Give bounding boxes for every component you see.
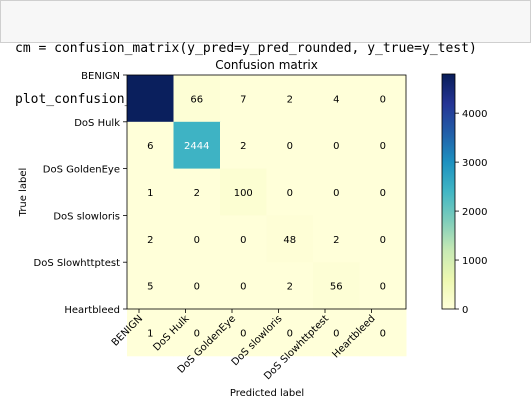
cell-value-label: 0 <box>380 94 386 105</box>
cell-value-label: 0 <box>194 235 200 246</box>
colorbar-tick-label: 3000 <box>462 158 487 169</box>
colorbar-tick-label: 1000 <box>462 256 487 267</box>
heatmap-cell <box>127 75 174 123</box>
heatmap-cell <box>266 121 314 170</box>
y-tick-label: DoS Slowhttptest <box>34 258 121 269</box>
heatmap-cell <box>220 262 267 310</box>
heatmap-cell <box>266 309 314 357</box>
cell-value-label: 2 <box>333 235 339 246</box>
cell-value-label: 48 <box>283 235 296 246</box>
cell-value-label: 2 <box>147 235 153 246</box>
heatmap-cell <box>359 215 407 263</box>
cell-value-label: 0 <box>240 282 246 293</box>
heatmap-cell <box>173 168 221 216</box>
heatmap-cell <box>359 309 407 357</box>
heatmap-cell <box>173 75 221 123</box>
cell-value-label: 0 <box>240 235 246 246</box>
cell-value-label: 0 <box>380 141 386 152</box>
cell-value-label: 4 <box>333 94 339 105</box>
y-tick-label: DoS GoldenEye <box>43 165 120 176</box>
heatmap-cell <box>313 309 360 357</box>
code-line-1: cm = confusion_matrix(y_pred=y_pred_roun… <box>15 41 477 56</box>
heatmap-cell <box>313 121 360 170</box>
cell-value-label: 0 <box>380 188 386 199</box>
heatmap-cell <box>266 262 314 310</box>
cell-value-label: 0 <box>333 328 339 339</box>
code-cell[interactable]: cm = confusion_matrix(y_pred=y_pred_roun… <box>0 0 531 107</box>
heatmap-cell <box>127 215 174 263</box>
cell-value-label: 1 <box>147 328 153 339</box>
cell-value-label: 2 <box>287 282 293 293</box>
heatmap-cell <box>313 215 360 263</box>
colorbar-tick-label: 0 <box>462 305 468 316</box>
y-tick-label: DoS Hulk <box>74 118 120 129</box>
heatmap-cell <box>313 75 360 123</box>
heatmap-cell <box>359 121 407 170</box>
heatmap-cell <box>220 168 267 216</box>
heatmap-cell <box>266 215 314 263</box>
cell-value-label: 1 <box>147 188 153 199</box>
cell-value-label: 0 <box>194 328 200 339</box>
heatmap-cell <box>127 262 174 310</box>
y-axis-label: True label <box>18 168 29 218</box>
cell-value-labels: 66 7 2 4 06 2444 2 0 0 01 2 100 0 0 02 0 0 48 2 05 0 0 2 56 01 0 0… <box>147 94 386 339</box>
heatmap-cell <box>359 262 407 310</box>
heatmap-cell <box>220 215 267 263</box>
heatmap-cell <box>359 75 407 123</box>
cell-value-label: 7 <box>240 94 246 105</box>
x-axis-label: Predicted label <box>230 388 304 399</box>
heatmap-cell <box>266 168 314 216</box>
heatmap-cell <box>127 309 174 357</box>
heatmap-cell <box>173 215 221 263</box>
cell-value-label: 0 <box>333 141 339 152</box>
heatmap-cell <box>313 262 360 310</box>
cell-value-label: 0 <box>194 282 200 293</box>
cell-value-label: 0 <box>380 328 386 339</box>
cell-value-label: 2 <box>194 188 200 199</box>
cell-value-label: 2 <box>287 94 293 105</box>
heatmap-cell <box>173 309 221 357</box>
colorbar-tick-label: 4000 <box>462 109 487 120</box>
heatmap-cell <box>220 309 267 357</box>
heatmap-cell <box>220 75 267 123</box>
heatmap-cells <box>127 75 407 357</box>
y-tick-label: DoS slowloris <box>53 211 120 222</box>
y-tick-label: Heartbleed <box>64 305 120 316</box>
heatmap-cell <box>220 121 267 170</box>
cell-value-label: 2 <box>240 141 246 152</box>
heatmap-cell <box>173 121 221 170</box>
cell-value-label: 0 <box>287 141 293 152</box>
cell-value-label: 56 <box>330 282 343 293</box>
colorbar-tick-label: 2000 <box>462 207 487 218</box>
cell-value-label: 6 <box>147 141 153 152</box>
colorbar-gradient <box>441 73 456 310</box>
cell-value-label: 5 <box>147 282 153 293</box>
cell-value-label: 0 <box>287 328 293 339</box>
heatmap-cell <box>127 121 174 170</box>
cell-value-label: 0 <box>240 328 246 339</box>
y-tick-label: BENIGN <box>81 71 120 82</box>
cell-value-label: 0 <box>333 188 339 199</box>
heatmap-cell <box>359 168 407 216</box>
heatmap-cell <box>127 168 174 216</box>
cell-value-label: 66 <box>190 94 203 105</box>
colorbar: 0 1000 2000 3000 4000 <box>441 73 487 316</box>
heatmap-cell <box>266 75 314 123</box>
plot-frame <box>126 74 407 310</box>
cell-value-label: 100 <box>234 188 253 199</box>
heatmap-cell <box>173 262 221 310</box>
heatmap-cell <box>313 168 360 216</box>
cell-value-label: 0 <box>287 188 293 199</box>
cell-value-label: 2444 <box>184 141 209 152</box>
confusion-matrix-chart: BENIGN DoS Hulk DoS GoldenEye DoS slowloris… <box>18 58 487 399</box>
cell-value-label: 0 <box>380 235 386 246</box>
cell-value-label: 0 <box>380 282 386 293</box>
chart-title: Confusion matrix <box>215 58 318 72</box>
